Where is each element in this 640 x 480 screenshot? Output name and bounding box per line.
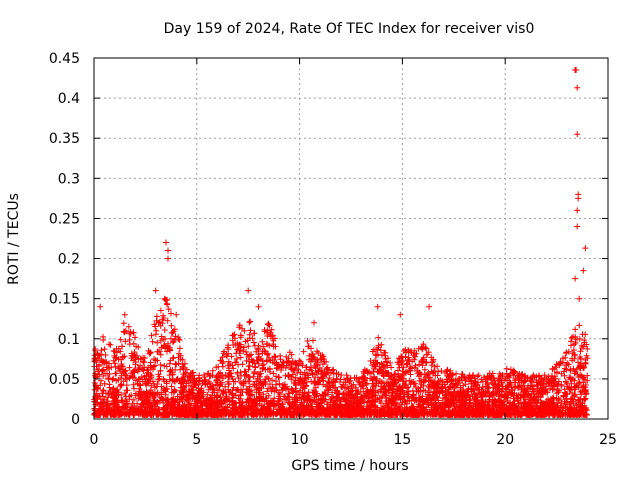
y-tick-label: 0.2 [58,252,80,268]
y-tick-label: 0.25 [49,211,80,227]
y-tick-label: 0 [71,412,80,428]
x-axis-label: GPS time / hours [291,458,408,474]
data-points [91,67,591,418]
plot-frame [93,57,609,420]
y-axis-label: ROTI / TECUs [6,193,22,285]
y-axis-ticks: 0 0.05 0.1 0.15 0.2 0.25 0.3 0.35 0.4 0.45 [49,51,608,428]
x-axis-ticks: 0 5 10 15 20 25 [90,58,617,448]
grid-lines [94,58,608,419]
y-tick-label: 0.05 [49,372,80,388]
x-tick-label: 20 [496,432,514,448]
x-tick-label: 0 [90,432,99,448]
roti-series-markers [91,67,591,418]
x-tick-label: 15 [393,432,411,448]
chart-title: Day 159 of 2024, Rate Of TEC Index for r… [164,21,535,37]
y-tick-label: 0.3 [58,171,80,187]
x-tick-label: 10 [291,432,309,448]
y-tick-label: 0.15 [49,292,80,308]
y-tick-label: 0.1 [58,332,80,348]
y-tick-label: 0.35 [49,131,80,147]
y-tick-label: 0.45 [49,51,80,67]
x-tick-label: 5 [192,432,201,448]
x-tick-label: 25 [599,432,617,448]
y-tick-label: 0.4 [58,91,80,107]
